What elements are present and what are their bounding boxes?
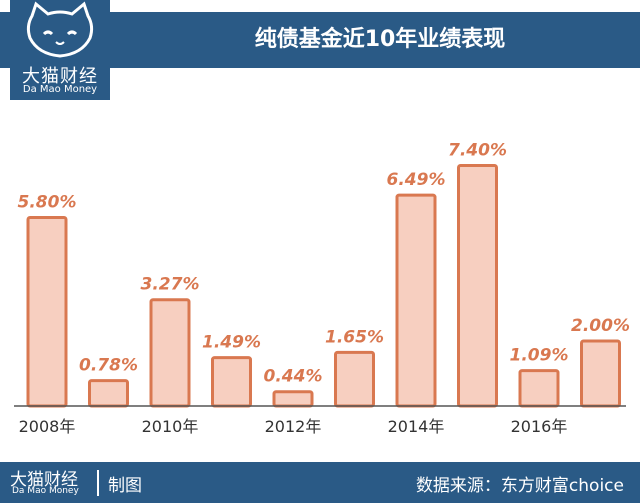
x-tick-label: 2012年 — [265, 417, 322, 436]
bar-2009年 — [88, 379, 129, 408]
value-label: 2.00% — [571, 316, 630, 336]
bar-2008年 — [26, 216, 68, 408]
bar-2017年 — [580, 339, 621, 408]
footer-divider — [97, 470, 99, 496]
footer-brand-en: Da Mao Money — [12, 486, 79, 496]
value-label: 6.49% — [387, 170, 446, 190]
value-label: 5.80% — [18, 193, 77, 213]
footer-brand: 大猫财经 — [10, 470, 78, 490]
logo-subtext: Da Mao Money — [22, 84, 98, 95]
value-label: 0.44% — [264, 367, 323, 387]
bar-2012年 — [272, 390, 314, 408]
footer: 大猫财经 Da Mao Money 制图 数据来源：东方财富choice — [0, 462, 640, 503]
bar-2011年 — [211, 356, 252, 408]
footer-made: 制图 — [108, 476, 142, 496]
bar-2016年 — [518, 369, 560, 408]
header: 大猫财经 Da Mao Money 纯债基金近10年业绩表现 — [0, 0, 640, 100]
value-label: 7.40% — [448, 141, 507, 161]
bar-chart: 5.80% 0.78% 3.27% 1.49%0.44%1.65% 6.49%7.40%… — [14, 141, 630, 436]
bars-group — [26, 164, 621, 408]
bar-2015年 — [457, 164, 498, 408]
page-title: 纯债基金近10年业绩表现 — [254, 27, 506, 52]
logo: 大猫财经 Da Mao Money — [10, 0, 110, 100]
cat-logo-icon — [26, 1, 94, 58]
x-tick-label: 2010年 — [142, 417, 199, 436]
value-label: 1.65% — [325, 327, 384, 347]
x-tick-label: 2016年 — [511, 417, 568, 436]
x-tick-label: 2014年 — [388, 417, 445, 436]
bar-2014年 — [395, 193, 437, 408]
footer-source: 数据来源：东方财富choice — [415, 476, 624, 496]
value-label: 1.09% — [510, 346, 569, 366]
tick-labels-group: 2008年 2010年 2012年 2014年 2016年 — [19, 417, 568, 436]
value-labels-group: 5.80% 0.78% 3.27% 1.49%0.44%1.65% 6.49%7.40%… — [18, 141, 630, 387]
logo-text: 大猫财经 — [22, 66, 98, 87]
value-label: 3.27% — [141, 275, 200, 295]
value-label: 1.49% — [202, 333, 261, 353]
x-tick-label: 2008年 — [19, 417, 76, 436]
bar-2010年 — [149, 298, 191, 408]
bar-2013年 — [334, 350, 375, 408]
value-label: 0.78% — [79, 356, 138, 376]
